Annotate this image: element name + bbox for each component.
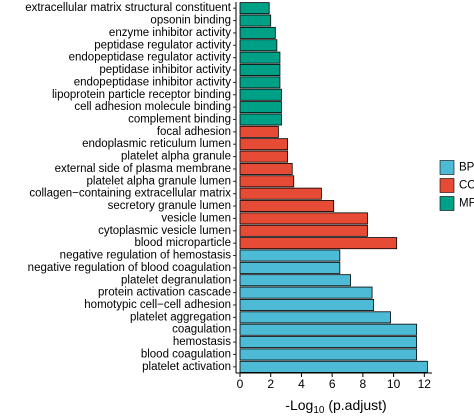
bar [239, 237, 398, 250]
y-tick-label: blood microparticle [134, 237, 231, 249]
bar [239, 348, 418, 361]
legend-swatch [439, 196, 455, 211]
bar [239, 14, 272, 27]
y-tick-label: peptidase regulator activity [94, 39, 231, 51]
y-tick-label: enzyme inhibitor activity [109, 27, 231, 39]
bar [239, 2, 270, 15]
bar [239, 64, 281, 76]
y-tick-label: focal adhesion [157, 126, 231, 138]
x-axis-title-part: (p.adjust) [324, 397, 386, 413]
y-tick-label: platelet aggregation [130, 311, 231, 323]
legend-label: CC [459, 180, 474, 192]
y-tick-label: peptidase inhibitor activity [99, 64, 231, 76]
legend-swatch [439, 178, 455, 193]
x-axis-title-part: -Log [285, 397, 313, 413]
legend-swatch [439, 160, 455, 175]
y-tick-label: extracellular matrix structural constitu… [25, 2, 232, 14]
bar [239, 150, 289, 163]
bar [239, 26, 276, 39]
y-tick-label: protein activation cascade [98, 287, 231, 299]
y-tick-label: endopeptidase inhibitor activity [74, 76, 232, 88]
x-tick-label: 0 [237, 377, 244, 391]
y-tick-label: negative regulation of blood coagulation [28, 262, 231, 274]
bar [239, 162, 293, 175]
bar [239, 125, 279, 138]
y-tick-label: coagulation [172, 324, 231, 336]
y-tick-label: cytoplasmic vesicle lumen [98, 225, 231, 237]
x-tick-label: 2 [267, 377, 274, 391]
y-tick-label: platelet alpha granule lumen [87, 175, 232, 187]
bar [239, 200, 335, 213]
x-tick-label: 12 [418, 377, 432, 391]
bar [239, 113, 282, 126]
y-tick-label: external side of plasma membrane [55, 163, 231, 175]
y-tick-label: opsonin binding [150, 15, 231, 27]
bar [239, 51, 281, 64]
bar [239, 311, 391, 324]
bar [239, 212, 368, 225]
y-tick-label: endopeptidase regulator activity [69, 52, 232, 64]
bar [239, 336, 418, 349]
bar [239, 323, 418, 336]
bar [239, 76, 281, 89]
y-tick-label: secretory granule lumen [108, 200, 231, 212]
y-tick-label: cell adhesion molecule binding [74, 101, 231, 113]
y-tick-label: homotypic cell−cell adhesion [84, 299, 231, 311]
bar [239, 175, 295, 188]
bar [239, 360, 428, 373]
y-tick-label: collagen−containing extracellular matrix [29, 188, 231, 200]
bar [239, 274, 351, 287]
y-tick-label: platelet alpha granule [121, 151, 231, 163]
y-tick-label: negative regulation of hemostasis [60, 250, 232, 262]
x-axis-title: -Log10 (p.adjust) [285, 397, 386, 416]
bar [239, 101, 282, 114]
y-tick-label: endoplasmic reticulum lumen [82, 138, 231, 150]
y-tick-label: lipoprotein particle receptor binding [52, 89, 231, 101]
x-axis-title-sub: 10 [313, 405, 325, 416]
bar [239, 39, 278, 52]
bar [239, 187, 322, 200]
bar [239, 299, 375, 311]
bar [239, 286, 373, 299]
bar [239, 261, 341, 274]
bar [239, 88, 282, 101]
y-tick-label: complement binding [128, 114, 231, 126]
x-tick-label: 8 [360, 377, 367, 391]
x-tick-label: 6 [329, 377, 336, 391]
y-tick-label: platelet activation [142, 361, 231, 373]
x-tick-label: 10 [387, 377, 401, 391]
x-tick-label: 4 [298, 377, 305, 391]
bar [239, 224, 368, 237]
bar [239, 249, 341, 262]
bar [239, 138, 289, 151]
y-tick-label: vesicle lumen [161, 212, 231, 224]
legend-label: BP [459, 162, 474, 174]
y-tick-label: platelet degranulation [121, 274, 231, 286]
y-tick-label: blood coagulation [141, 348, 231, 360]
legend-label: MF [459, 198, 474, 210]
y-tick-label: hemostasis [173, 336, 231, 348]
